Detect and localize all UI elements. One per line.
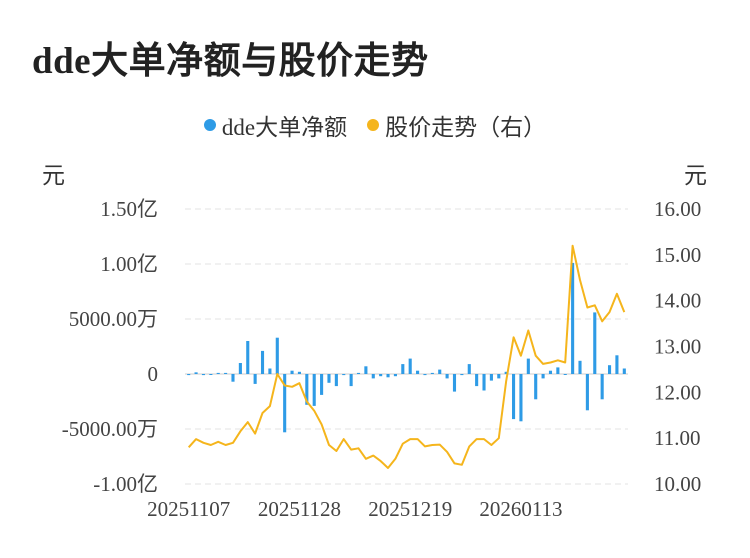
line-series	[187, 244, 626, 469]
left-tick-label: 1.50亿	[100, 197, 158, 221]
dde-bar	[416, 370, 420, 374]
dde-bar	[224, 372, 228, 374]
axis-labels: 1.50亿 1.00亿 5000.00万 0 -5000.00万 -1.00亿 16.00 1…	[62, 197, 702, 521]
grid-lines	[185, 208, 628, 485]
legend-item-price[interactable]: 股价走势（右）	[367, 108, 546, 142]
left-axis-unit: 元	[42, 163, 65, 188]
dde-bar	[209, 374, 213, 375]
dde-bar	[268, 368, 272, 374]
dde-bar	[386, 374, 390, 378]
legend-dot-dde	[203, 119, 216, 131]
x-tick-label: 20251128	[258, 497, 341, 521]
x-tick-label: 20260113	[479, 497, 562, 521]
dde-bar	[401, 364, 405, 374]
left-tick-label: 5000.00万	[69, 307, 158, 331]
dde-bar	[320, 374, 324, 395]
dde-bar	[541, 374, 545, 379]
dde-bar	[430, 372, 434, 374]
dde-bar	[489, 374, 493, 381]
dde-bar	[504, 371, 508, 374]
dde-bar	[349, 374, 353, 387]
dde-bar	[534, 374, 538, 400]
right-tick-label: 12.00	[654, 380, 701, 404]
dde-bar	[187, 374, 191, 376]
dde-bar	[201, 374, 206, 376]
dde-bar	[283, 374, 287, 433]
dde-bar	[238, 363, 242, 374]
dde-bar	[408, 358, 412, 374]
dde-bar	[578, 360, 582, 374]
price-line	[187, 244, 626, 469]
right-tick-label: 11.00	[654, 426, 700, 450]
dde-bar	[445, 374, 449, 379]
dde-bar	[460, 374, 464, 376]
dde-bar	[467, 364, 471, 374]
dde-bar	[526, 358, 530, 374]
dde-bar	[622, 368, 626, 374]
legend: dde大单净额 股价走势（右）	[0, 108, 750, 142]
chart-title: dde大单净额与股价走势	[32, 41, 429, 82]
dde-bar	[607, 365, 612, 374]
dde-bar	[585, 374, 589, 411]
dde-bar	[231, 374, 235, 382]
left-tick-label: -5000.00万	[62, 417, 158, 441]
dde-bar	[305, 374, 309, 405]
dde-bar	[290, 370, 294, 374]
dde-bar	[246, 341, 250, 374]
x-tick-label: 20251219	[368, 497, 452, 521]
dde-bar	[600, 374, 604, 400]
dde-bar	[312, 374, 316, 406]
dde-bar	[556, 367, 560, 374]
dde-bar	[423, 374, 427, 376]
dde-bar	[371, 374, 375, 379]
dde-bar	[497, 374, 501, 379]
right-tick-label: 14.00	[654, 289, 701, 313]
right-tick-label: 16.00	[654, 197, 701, 221]
right-axis-unit: 元	[684, 163, 707, 188]
dde-bar	[519, 374, 523, 422]
right-tick-label: 10.00	[654, 472, 701, 496]
dde-bar	[334, 374, 338, 387]
dde-bar	[593, 312, 597, 374]
legend-item-dde[interactable]: dde大单净额	[203, 108, 348, 142]
dde-bar	[615, 355, 619, 374]
dde-bar	[275, 337, 279, 374]
dde-bar	[563, 374, 567, 375]
x-tick-label: 20251107	[147, 497, 230, 521]
dde-bar	[512, 374, 516, 420]
dde-bar	[548, 370, 553, 374]
dde-bar	[356, 372, 361, 374]
legend-label-price: 股价走势（右）	[385, 115, 547, 140]
dde-bar	[452, 374, 457, 392]
dde-bar	[342, 374, 346, 376]
dde-bar	[475, 374, 479, 387]
dde-bar	[482, 374, 486, 391]
legend-label-dde: dde大单净额	[221, 115, 348, 140]
dde-bar	[260, 350, 265, 374]
dde-bar	[297, 371, 301, 374]
dde-bar	[194, 372, 198, 374]
bar-series	[187, 262, 626, 433]
dde-bar	[438, 369, 442, 374]
dde-bar	[393, 374, 397, 377]
left-tick-label: 1.00亿	[100, 252, 158, 276]
dde-bar	[253, 374, 257, 384]
dde-bar	[216, 372, 220, 374]
left-tick-label: 0	[148, 362, 159, 386]
right-tick-label: 15.00	[654, 243, 701, 267]
left-tick-label: -1.00亿	[93, 472, 158, 496]
legend-dot-price	[367, 119, 380, 131]
dde-bar	[379, 374, 383, 377]
dde-bar	[327, 374, 331, 383]
right-tick-label: 13.00	[654, 335, 701, 359]
dde-bar	[571, 262, 575, 374]
dde-bar	[364, 366, 368, 374]
